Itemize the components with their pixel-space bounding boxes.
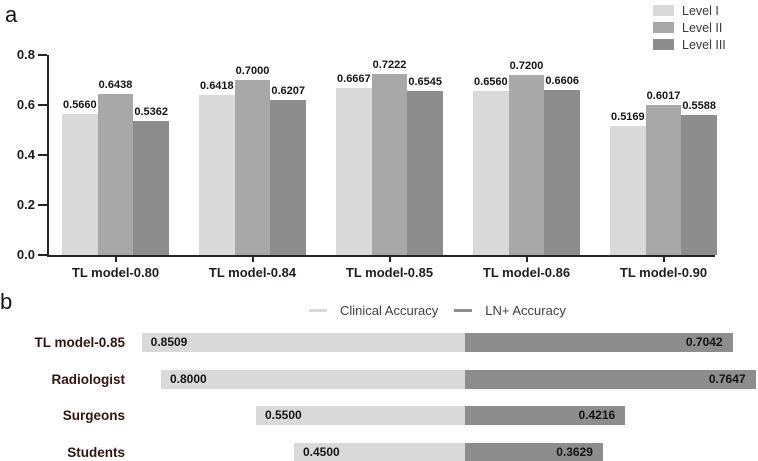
legend-swatch-level-i [653, 5, 674, 16]
bar-ln-accuracy [465, 406, 626, 425]
legend-dash-clinical-accuracy [309, 309, 327, 312]
legend-item-level-ii: Level II [653, 19, 726, 36]
bar-value-label: 0.8509 [150, 335, 188, 349]
x-axis-category-label: TL model-0.84 [208, 265, 297, 280]
legend-item-level-i: Level I [653, 2, 726, 19]
bar-level-ii [645, 104, 682, 255]
x-axis-category-label: TL model-0.90 [619, 265, 708, 280]
bar-value-label: 0.7222 [372, 59, 407, 72]
panel-b-legend: Clinical Accuracy LN+ Accuracy [309, 303, 582, 318]
bar-level-iii [407, 91, 443, 255]
x-axis-tick-mark [251, 257, 254, 262]
bar-value-label: 0.8000 [170, 372, 207, 386]
bar-level-i [473, 91, 509, 255]
bar-value-label: 0.6418 [200, 79, 234, 92]
bar-level-iii [544, 89, 580, 255]
y-axis-tick-mark [38, 54, 47, 56]
x-axis-category-label: TL model-0.86 [482, 265, 571, 280]
x-axis-tick-mark [114, 257, 117, 262]
x-axis-category-label: TL model-0.80 [71, 265, 160, 280]
legend-label-ln-accuracy: LN+ Accuracy [485, 303, 566, 318]
bar-value-label: 0.7000 [235, 65, 270, 77]
bar-group: 0.6667 0.7222 0.6545 [336, 55, 443, 255]
bar-level-i [336, 88, 372, 255]
bar-value-label: 0.6545 [408, 76, 442, 89]
bar-value-label: 0.6207 [271, 84, 305, 97]
row-label-surgeons: Surgeons [62, 408, 125, 423]
legend-label-level-ii: Level II [682, 20, 723, 35]
bar-group: 0.6560 0.7200 0.6606 [473, 55, 580, 255]
bar-level-ii [97, 94, 134, 255]
bar-value-label: 0.7647 [708, 372, 746, 386]
bar-value-label: 0.7200 [509, 60, 544, 72]
bar-value-label: 0.6017 [646, 89, 681, 102]
bar-clinical-accuracy [141, 333, 465, 352]
bar-value-label: 0.6667 [337, 73, 371, 86]
y-axis-tick-mark [38, 254, 47, 256]
legend-label-level-i: Level I [682, 3, 719, 18]
bar-ln-accuracy [465, 443, 603, 461]
bar-clinical-accuracy [294, 443, 465, 461]
bar-value-label: 0.3629 [556, 445, 593, 459]
bar-group: 0.6418 0.7000 0.6207 [199, 55, 306, 255]
bar-level-i [610, 125, 646, 255]
bar-value-label: 0.5588 [682, 100, 716, 113]
panel-b-letter: b [0, 289, 13, 314]
bar-value-label: 0.5660 [63, 98, 97, 111]
panel-a-grouped-bar-plot: 0.0 0.2 0.4 0.6 0.8 0.5660 0.6438 0.5362 TL mode… [17, 48, 717, 280]
legend-label-level-iii: Level III [682, 37, 726, 52]
bar-value-label: 0.4216 [578, 408, 616, 422]
bar-level-i [199, 94, 235, 255]
bar-level-ii [234, 80, 271, 255]
bar-ln-accuracy [465, 370, 756, 389]
row-label-tl-model-0-85: TL model-0.85 [34, 335, 125, 350]
y-axis-tick-label: 0.2 [16, 197, 35, 212]
bar-level-iii [681, 115, 717, 255]
bar-value-label: 0.4500 [303, 445, 340, 459]
bar-clinical-accuracy [161, 370, 465, 389]
bar-level-iii [270, 99, 306, 255]
bar-value-label: 0.6606 [545, 74, 579, 87]
legend-swatch-level-iii [653, 39, 674, 50]
bar-level-ii [371, 74, 408, 255]
panel-a-legend: Level I Level II Level III [653, 2, 726, 53]
x-axis-tick-mark [388, 257, 391, 262]
bar-value-label: 0.5169 [611, 110, 645, 123]
y-axis-tick-mark [38, 154, 47, 156]
x-axis-tick-mark [662, 257, 665, 262]
bar-level-ii [508, 75, 545, 255]
bar-level-i [62, 113, 98, 255]
bar-value-label: 0.6560 [474, 76, 508, 88]
bar-value-label: 0.6438 [98, 79, 133, 92]
bar-value-label: 0.7042 [685, 335, 723, 349]
y-axis-tick-label: 0.8 [16, 47, 35, 62]
y-axis-tick-label: 0.4 [16, 147, 35, 162]
legend-item-level-iii: Level III [653, 36, 726, 53]
y-axis-tick-mark [38, 104, 47, 106]
x-axis-tick-mark [525, 257, 528, 262]
legend-item-clinical-accuracy: Clinical Accuracy [309, 303, 438, 318]
panel-a-letter: a [5, 2, 18, 27]
row-label-students: Students [67, 445, 125, 460]
y-axis-tick-mark [38, 204, 47, 206]
y-axis-tick-label: 0.0 [16, 247, 35, 262]
y-axis-tick-label: 0.6 [16, 97, 35, 112]
bar-ln-accuracy [465, 333, 733, 352]
row-label-radiologist: Radiologist [51, 372, 126, 387]
bar-value-label: 0.5500 [265, 408, 302, 422]
bar-clinical-accuracy [256, 406, 465, 425]
bar-value-label: 0.5362 [134, 105, 168, 118]
bar-level-iii [133, 120, 169, 255]
legend-item-ln-accuracy: LN+ Accuracy [454, 303, 566, 318]
x-axis-category-label: TL model-0.85 [345, 265, 434, 280]
legend-swatch-level-ii [653, 22, 674, 33]
bar-group: 0.5660 0.6438 0.5362 [62, 55, 169, 255]
legend-dash-ln-accuracy [454, 309, 473, 312]
legend-label-clinical-accuracy: Clinical Accuracy [340, 303, 439, 318]
bar-group: 0.5169 0.6017 0.5588 [610, 55, 717, 255]
